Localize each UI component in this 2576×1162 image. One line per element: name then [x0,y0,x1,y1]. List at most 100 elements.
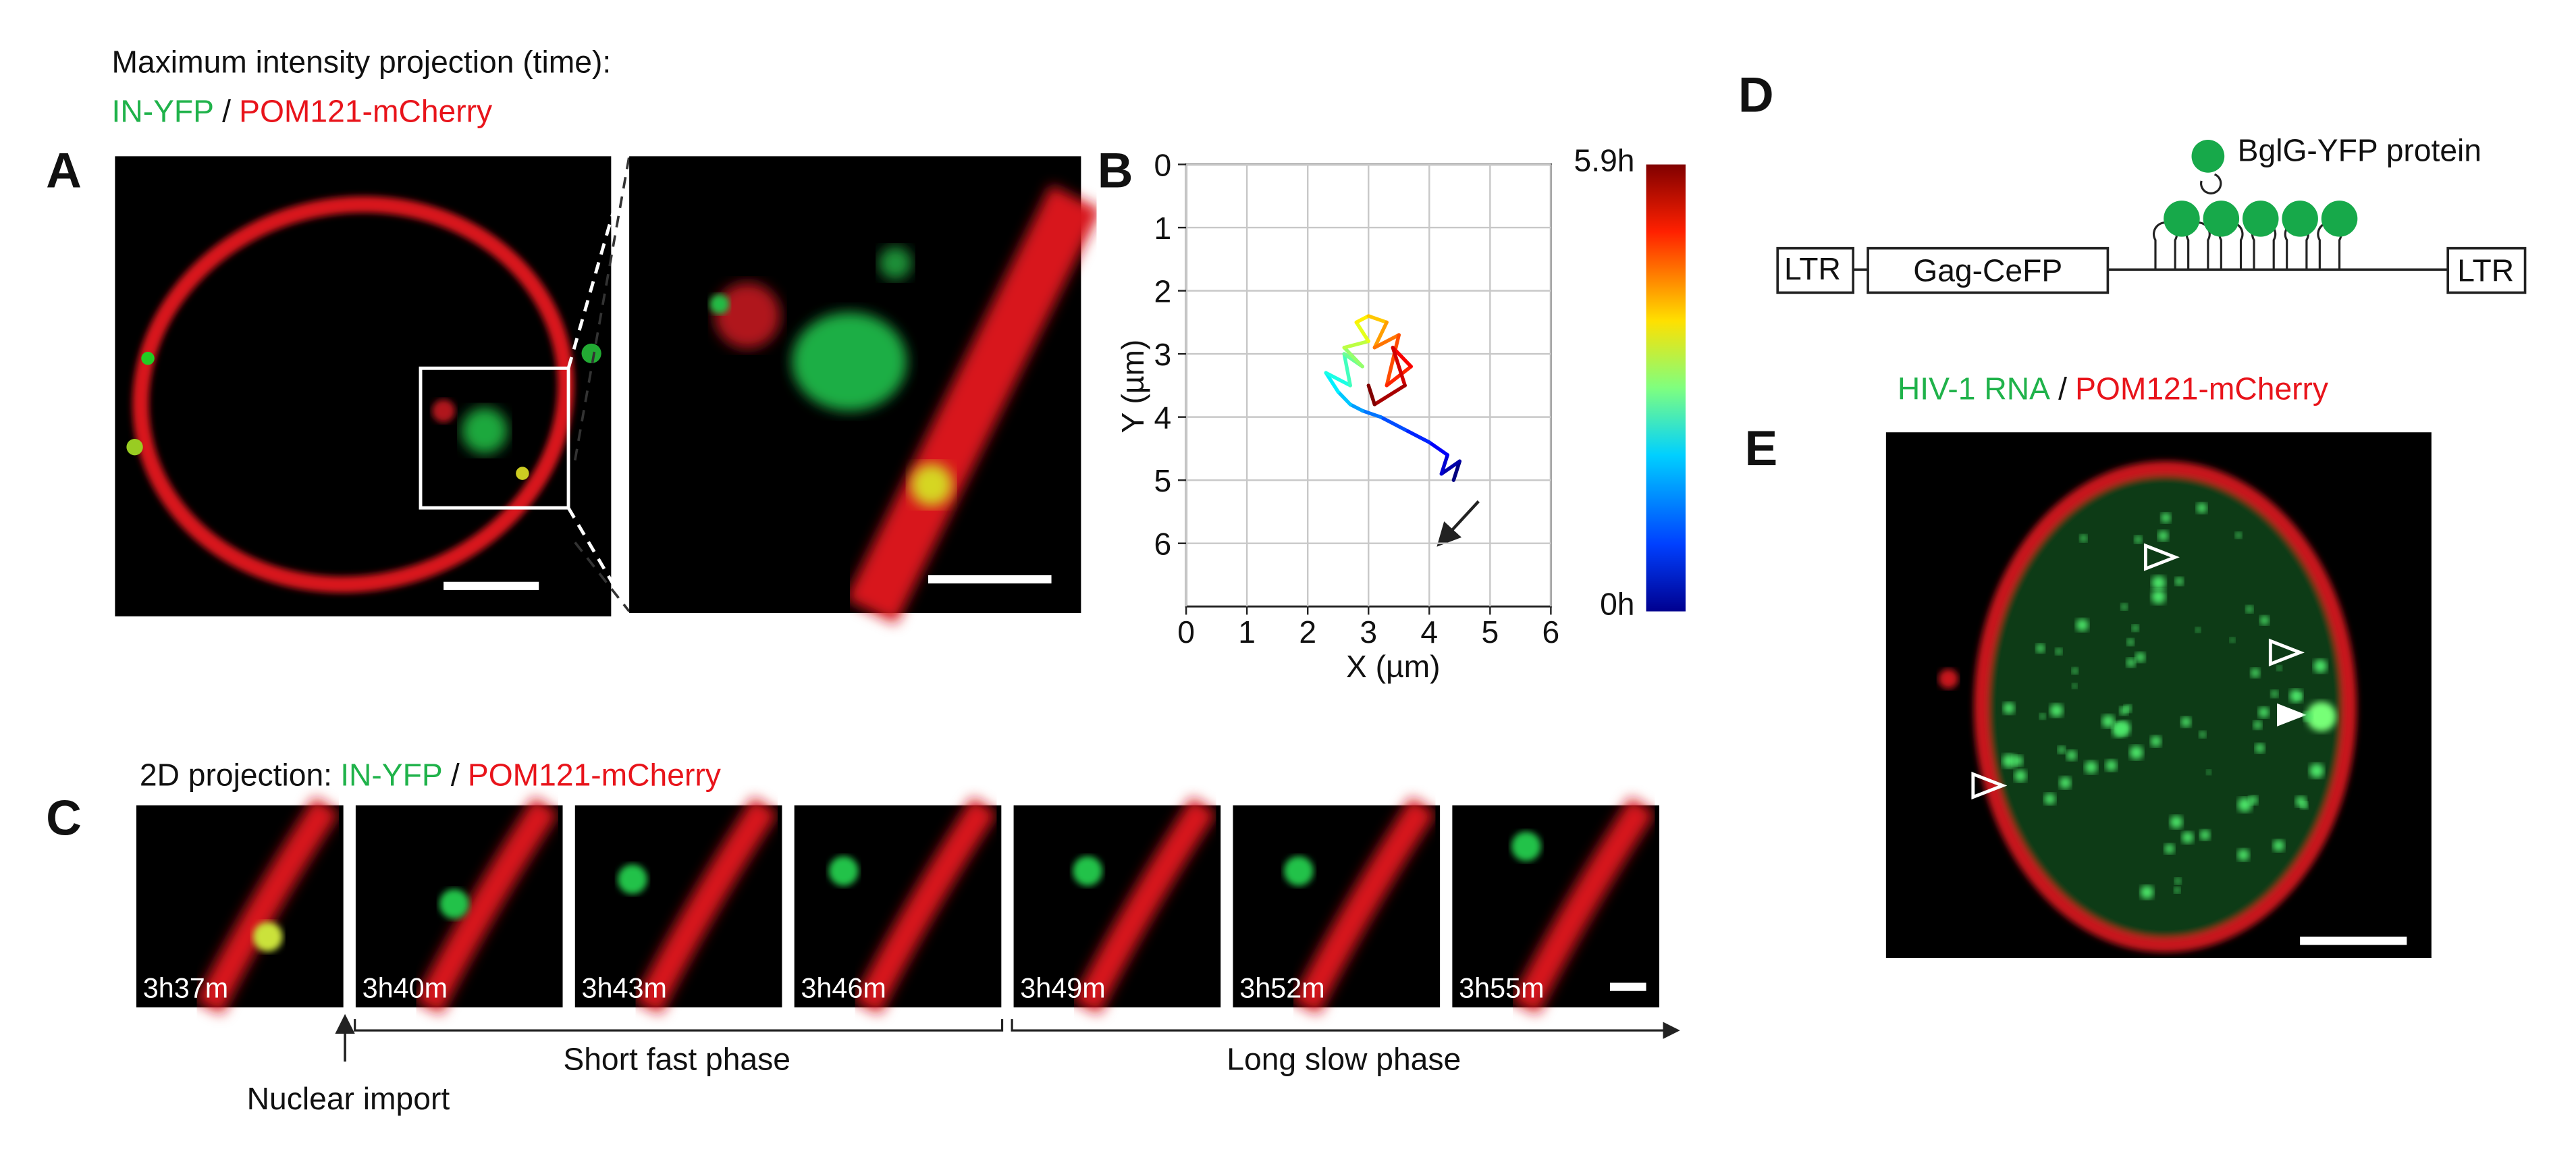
punctum [2126,658,2136,667]
colorbar [1646,164,1686,612]
timestamp: 3h46m [801,972,886,1003]
frame: 3h46m [794,797,1002,1015]
punctum [2080,534,2087,542]
title: 2D projection: [140,757,332,792]
trajectory-segment [1391,346,1407,388]
trajectory-segment [1372,320,1389,350]
scale-bar [1610,982,1646,991]
punctum [2250,668,2260,678]
trajectory-segment [1439,453,1449,476]
punctum [2014,770,2027,783]
envelope [414,797,559,1015]
punctum [2129,745,2143,760]
panel-a-legend: IN-YFP / POM121-mCherry [111,93,493,128]
green-label: IN-YFP [340,757,443,792]
punctum [2116,720,2131,736]
punctum [2132,625,2139,632]
envelope [1511,797,1655,1015]
trajectory-segment [1354,320,1370,344]
particle [1073,856,1102,886]
punctum [2271,690,2278,697]
x-tick-label: 6 [1542,614,1560,650]
trajectory-segment [1366,314,1389,325]
colorbar-max-label: 5.9h [1574,142,1635,178]
panel-label: E [1745,421,1778,476]
x-tick-label: 0 [1177,614,1195,650]
punctum [2309,763,2324,778]
trajectory-segment [1427,440,1449,457]
punctum [2044,793,2056,805]
x-tick-label: 1 [1238,614,1256,650]
punctum [2120,603,2128,610]
timestamp: 3h40m [363,972,448,1003]
panel-a-title: Maximum intensity projection (time): [111,44,611,79]
zoom-line [573,156,630,460]
x-axis-label: X (µm) [1346,649,1441,684]
timestamp: 3h49m [1020,972,1105,1003]
trajectory-segment [1336,390,1352,406]
punctum [2245,605,2253,613]
punctum [2258,707,2270,718]
particle [828,856,859,886]
zoom-line [566,506,631,612]
timestamp: 3h43m [582,972,667,1003]
y-tick-label: 1 [1154,211,1171,246]
particle [618,864,647,895]
micrograph-a-zoom [629,156,1102,624]
punctum [2076,618,2089,631]
punctum [2206,770,2211,775]
micrograph-e [1885,432,2432,959]
panel-c-title: 2D projection: IN-YFP / POM121-mCherry [140,757,722,792]
trajectory-segment [1348,402,1364,413]
green-label: HIV-1 RNA [1898,371,2050,406]
envelope [634,797,778,1015]
red-label: POM121-mCherry [468,757,722,792]
micrograph-a [115,156,612,616]
y-tick-label: 6 [1154,527,1171,562]
trajectory-segment [1324,371,1340,394]
y-tick-label: 2 [1154,274,1171,309]
red-label: POM121-mCherry [2075,371,2329,406]
punctum [2259,615,2270,625]
arrow [1437,500,1480,547]
punctum [2058,745,2066,754]
punctum [2273,839,2284,851]
panel-label: B [1098,144,1133,199]
red-label: POM121-mCherry [239,93,493,128]
punctum [2157,530,2169,542]
punctum [2151,575,2166,590]
trajectory-segment [1342,346,1364,369]
punctum [2180,716,2191,727]
x-tick-label: 4 [1420,614,1438,650]
frame: 3h55m [1452,797,1660,1015]
punctum [2230,637,2235,643]
trajectory-segment [1324,371,1352,388]
trajectory-segment [1372,333,1401,350]
punctum [2300,801,2308,810]
punctum [2313,659,2328,673]
punctum [2175,577,2184,586]
annotation: Short fast phase [563,1042,790,1077]
timestamp: 3h55m [1459,972,1544,1003]
trajectory-segment [1372,384,1407,406]
gag-label: Gag-CeFP [1913,253,2062,288]
punctum [2039,713,2046,720]
punctum [2150,735,2162,747]
ltr-label: LTR [1784,251,1841,286]
ltr-label: LTR [2457,253,2514,288]
zoom-line [566,155,631,369]
frame: 3h37m [136,797,344,1015]
punctum [2059,776,2072,789]
particle [252,922,283,952]
y-tick-label: 5 [1154,463,1171,498]
punctum [2164,843,2175,854]
punctum [2055,648,2062,655]
colorbar-min-label: 0h [1600,586,1634,621]
punctum [2182,831,2194,844]
x-tick-label: 2 [1299,614,1316,650]
trajectory-segment [1403,427,1431,444]
green-label: IN-YFP [111,93,214,128]
trajectory-segment [1385,333,1401,388]
punctum [2199,830,2211,841]
